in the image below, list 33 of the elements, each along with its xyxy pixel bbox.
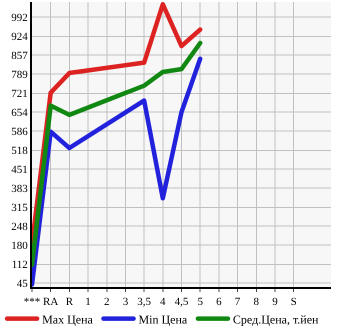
y-tick-label: 789 (11, 69, 28, 82)
x-tick-label: RA (43, 296, 58, 308)
x-tick-label: *** (24, 296, 40, 308)
y-tick-label: 180 (11, 240, 28, 252)
y-tick-label: 857 (11, 50, 28, 62)
x-tick-label: S (290, 296, 297, 308)
y-tick-label: 924 (11, 31, 28, 44)
y-tick-label: 518 (11, 145, 28, 158)
y-tick-label: 586 (11, 126, 28, 138)
y-tick-label: 315 (11, 202, 28, 214)
y-tick-label: 721 (11, 88, 28, 100)
y-tick-label: 654 (11, 106, 28, 119)
x-tick-label: 9 (272, 296, 278, 308)
x-tick-label: 1 (85, 296, 91, 308)
x-tick-label: 7 (234, 296, 241, 308)
x-tick-label: 5 (197, 296, 204, 308)
x-tick-label: 4 (160, 296, 166, 308)
legend-label: Min Цена (138, 312, 188, 326)
x-tick-label: 3 (122, 296, 129, 308)
x-tick-label: 2 (104, 296, 110, 308)
x-tick-label: 8 (254, 296, 260, 308)
y-tick-label: 248 (11, 220, 28, 233)
y-tick-label: 992 (11, 12, 28, 24)
legend-label: Сред.Цена, т.йен (232, 312, 320, 326)
y-tick-label: 112 (12, 259, 28, 272)
y-tick-label: 451 (11, 164, 28, 176)
x-tick-label: 4,5 (174, 296, 189, 308)
y-tick-label: 383 (11, 183, 28, 196)
x-tick-label: R (66, 296, 74, 308)
y-tick-label: 45 (16, 278, 28, 290)
x-tick-label: 3,5 (137, 296, 152, 308)
x-tick-label: 6 (216, 296, 222, 308)
legend-label: Max Цена (42, 312, 94, 326)
